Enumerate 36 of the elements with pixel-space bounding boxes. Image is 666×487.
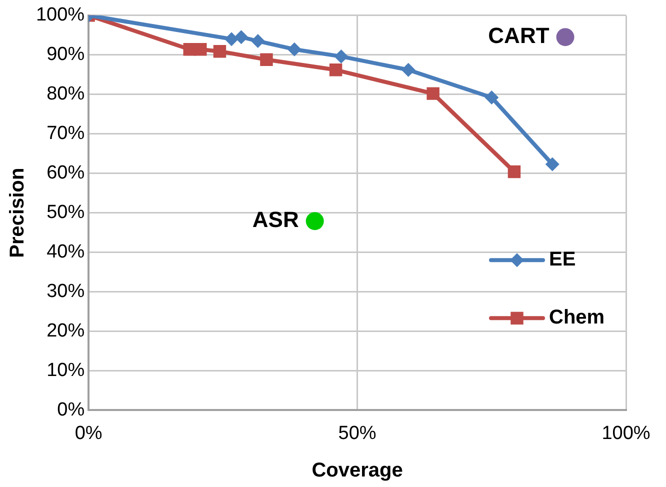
point bbox=[556, 28, 574, 46]
point bbox=[306, 212, 324, 230]
point bbox=[329, 64, 342, 76]
y-axis-title: Precision bbox=[6, 168, 29, 258]
x-axis-title: Coverage bbox=[312, 460, 403, 482]
x-tick-label: 50% bbox=[338, 422, 376, 444]
point bbox=[260, 53, 273, 66]
y-tick-label: 70% bbox=[46, 123, 85, 144]
y-tick-label: 10% bbox=[46, 360, 85, 381]
point bbox=[234, 30, 248, 44]
legend-label: EE bbox=[549, 248, 576, 271]
point bbox=[213, 44, 226, 58]
x-tick-label: 100% bbox=[602, 422, 650, 444]
point bbox=[426, 87, 440, 100]
point bbox=[334, 49, 348, 64]
point bbox=[484, 90, 499, 105]
point bbox=[287, 42, 302, 56]
legend-label: Chem bbox=[549, 306, 605, 329]
y-tick-label: 20% bbox=[46, 320, 85, 342]
point bbox=[224, 32, 239, 46]
point bbox=[250, 34, 265, 48]
y-tick-label: 50% bbox=[46, 202, 85, 224]
point bbox=[401, 62, 416, 77]
point bbox=[508, 165, 521, 178]
annotation: CART bbox=[488, 23, 550, 48]
y-tick-label: 60% bbox=[46, 162, 85, 184]
annotation: ASR bbox=[252, 207, 299, 232]
point bbox=[194, 42, 207, 56]
y-tick-label: 90% bbox=[46, 44, 85, 66]
x-tick-label: 0% bbox=[74, 422, 102, 444]
y-tick-label: 80% bbox=[46, 84, 85, 105]
y-tick-label: 0% bbox=[57, 399, 85, 420]
point bbox=[545, 157, 560, 172]
y-tick-label: 40% bbox=[46, 242, 85, 263]
y-tick-label: 30% bbox=[46, 280, 85, 302]
y-tick-label: 100% bbox=[36, 4, 85, 26]
